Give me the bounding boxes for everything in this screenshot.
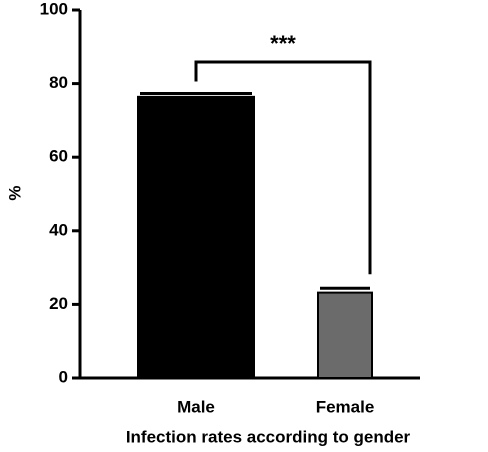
significance-label: *** [270,31,296,56]
y-tick-label: 40 [49,220,68,239]
significance-bracket [194,60,372,275]
y-tick-label: 0 [59,367,68,386]
bar [317,291,373,379]
y-tick-label: 60 [49,147,68,166]
y-tick-label: 20 [49,294,68,313]
x-axis-title: Infection rates according to gender [126,427,411,446]
y-axis-title: % [5,185,24,200]
y-tick-label: 100 [40,0,68,18]
bar [137,95,255,380]
x-tick-label: Female [316,397,375,416]
y-tick-label: 80 [49,73,68,92]
x-tick-label: Male [177,397,215,416]
